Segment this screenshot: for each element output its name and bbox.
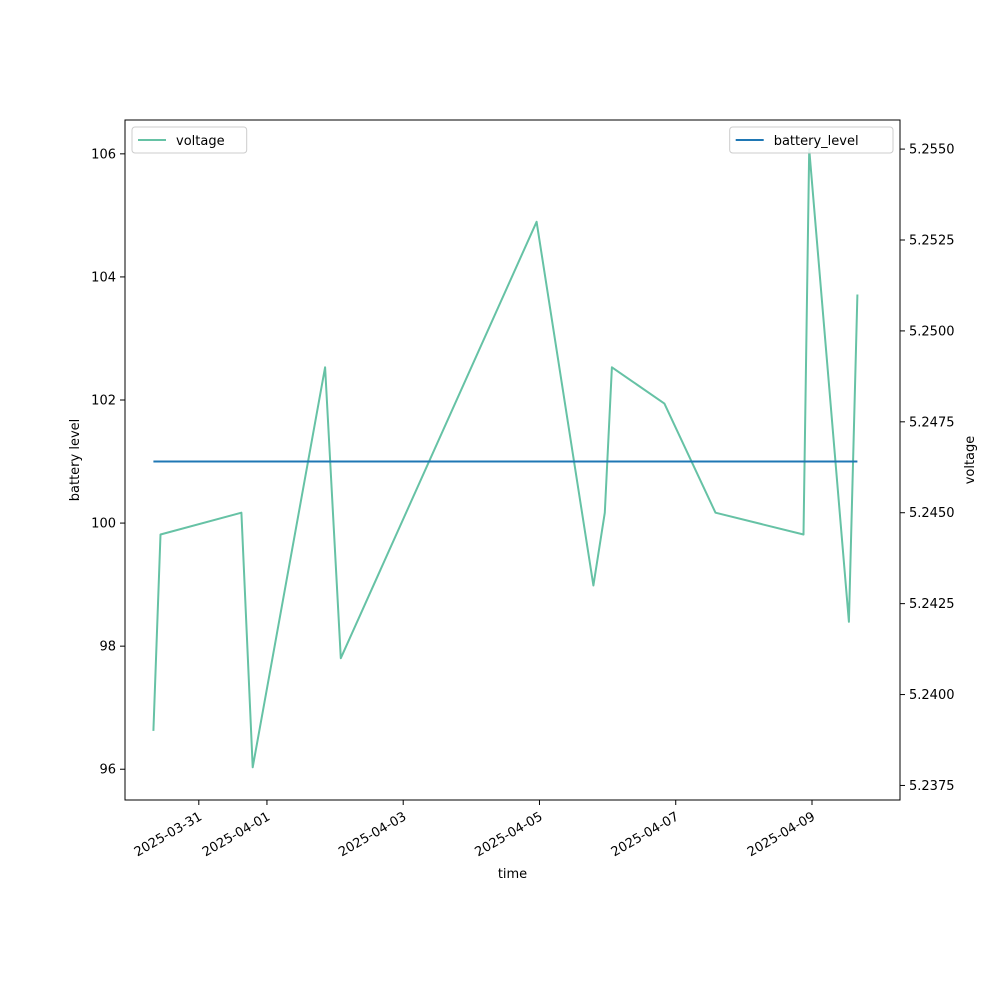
legend-label: battery_level [774,134,859,149]
legends: voltage battery_level [131,126,894,154]
y-left-tick-label: 98 [99,640,116,655]
y-right-tick-label: 5.2550 [909,143,955,158]
legend-box [131,126,248,154]
series-line-voltage [152,148,859,769]
axes-frame [124,119,901,801]
legend-label: voltage [176,134,225,149]
y-right-axis-label: voltage [963,436,978,485]
y-right-tick-label: 5.2450 [909,506,955,521]
y-right-tick-label: 5.2525 [909,234,955,249]
x-axis-label: time [498,867,527,882]
y-left-tick-label: 104 [91,270,116,285]
legend-battery-level: battery_level [729,126,894,154]
legend-voltage: voltage [131,126,248,154]
y-right-tick-label: 5.2425 [909,597,955,612]
y-right-tick-label: 5.2500 [909,324,955,339]
y-left-tick-label: 106 [91,147,116,162]
y-right-tick-label: 5.2475 [909,415,955,430]
plot-area [152,148,859,769]
y-left-tick-label: 96 [99,763,116,778]
legend-box [729,126,894,154]
y-right-tick-label: 5.2400 [909,688,955,703]
y-left-tick-label: 100 [91,517,116,532]
y-left-tick-label: 102 [91,394,116,409]
y-right-tick-label: 5.2375 [909,779,955,794]
y-left-axis-label: battery level [68,419,83,502]
